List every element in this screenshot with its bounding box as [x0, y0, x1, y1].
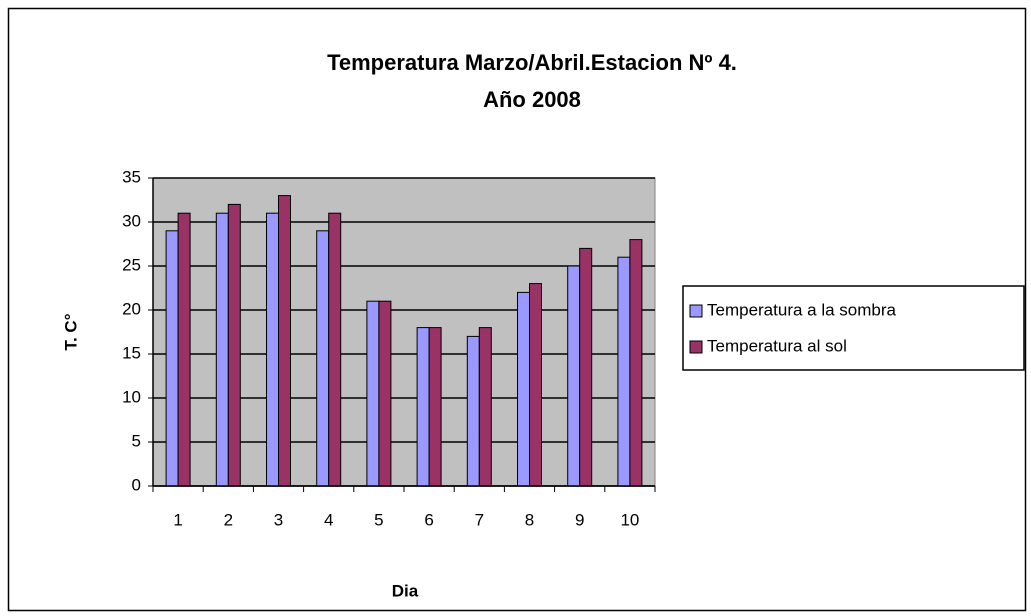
bar	[529, 283, 542, 487]
bar	[366, 300, 380, 487]
bar	[378, 300, 392, 487]
bar	[165, 230, 179, 487]
y-tick-label: 30	[122, 211, 141, 230]
bar	[215, 212, 229, 487]
bar	[617, 256, 631, 487]
chart-title: Año 2008	[483, 87, 581, 112]
bar	[466, 335, 480, 487]
x-tick-label: 5	[374, 510, 383, 529]
bar	[416, 327, 430, 487]
bar	[579, 247, 593, 487]
y-axis-title: T. C°	[61, 313, 80, 350]
legend-label: Temperatura a la sombra	[707, 300, 897, 319]
bar	[478, 327, 492, 487]
legend-swatch	[689, 304, 703, 318]
bar	[266, 212, 279, 487]
bar	[517, 291, 530, 487]
y-tick-label: 5	[132, 431, 141, 450]
legend-label: Temperatura al sol	[707, 336, 847, 355]
y-tick-label: 10	[122, 387, 141, 406]
y-tick-label: 20	[122, 299, 141, 318]
bar	[177, 212, 191, 487]
legend-swatch	[689, 340, 703, 354]
x-tick-label: 9	[575, 510, 584, 529]
legend	[682, 285, 1025, 371]
bar	[428, 327, 442, 487]
x-tick-label: 4	[324, 510, 333, 529]
bar	[316, 230, 330, 487]
x-axis-title: Dia	[392, 581, 419, 600]
x-tick-label: 10	[620, 510, 639, 529]
x-tick-label: 6	[424, 510, 433, 529]
bar	[629, 239, 643, 487]
bar	[278, 195, 291, 487]
x-tick-label: 1	[173, 510, 182, 529]
bar	[567, 265, 581, 487]
x-tick-label: 8	[525, 510, 534, 529]
y-tick-label: 15	[122, 343, 141, 362]
x-tick-label: 7	[475, 510, 484, 529]
x-tick-label: 3	[274, 510, 283, 529]
bar	[328, 212, 342, 487]
x-tick-label: 2	[224, 510, 233, 529]
chart-title: Temperatura Marzo/Abril.Estacion Nº 4.	[327, 50, 737, 75]
bar	[227, 203, 241, 487]
y-tick-label: 25	[122, 255, 141, 274]
y-tick-label: 0	[132, 475, 141, 494]
y-tick-label: 35	[122, 167, 141, 186]
